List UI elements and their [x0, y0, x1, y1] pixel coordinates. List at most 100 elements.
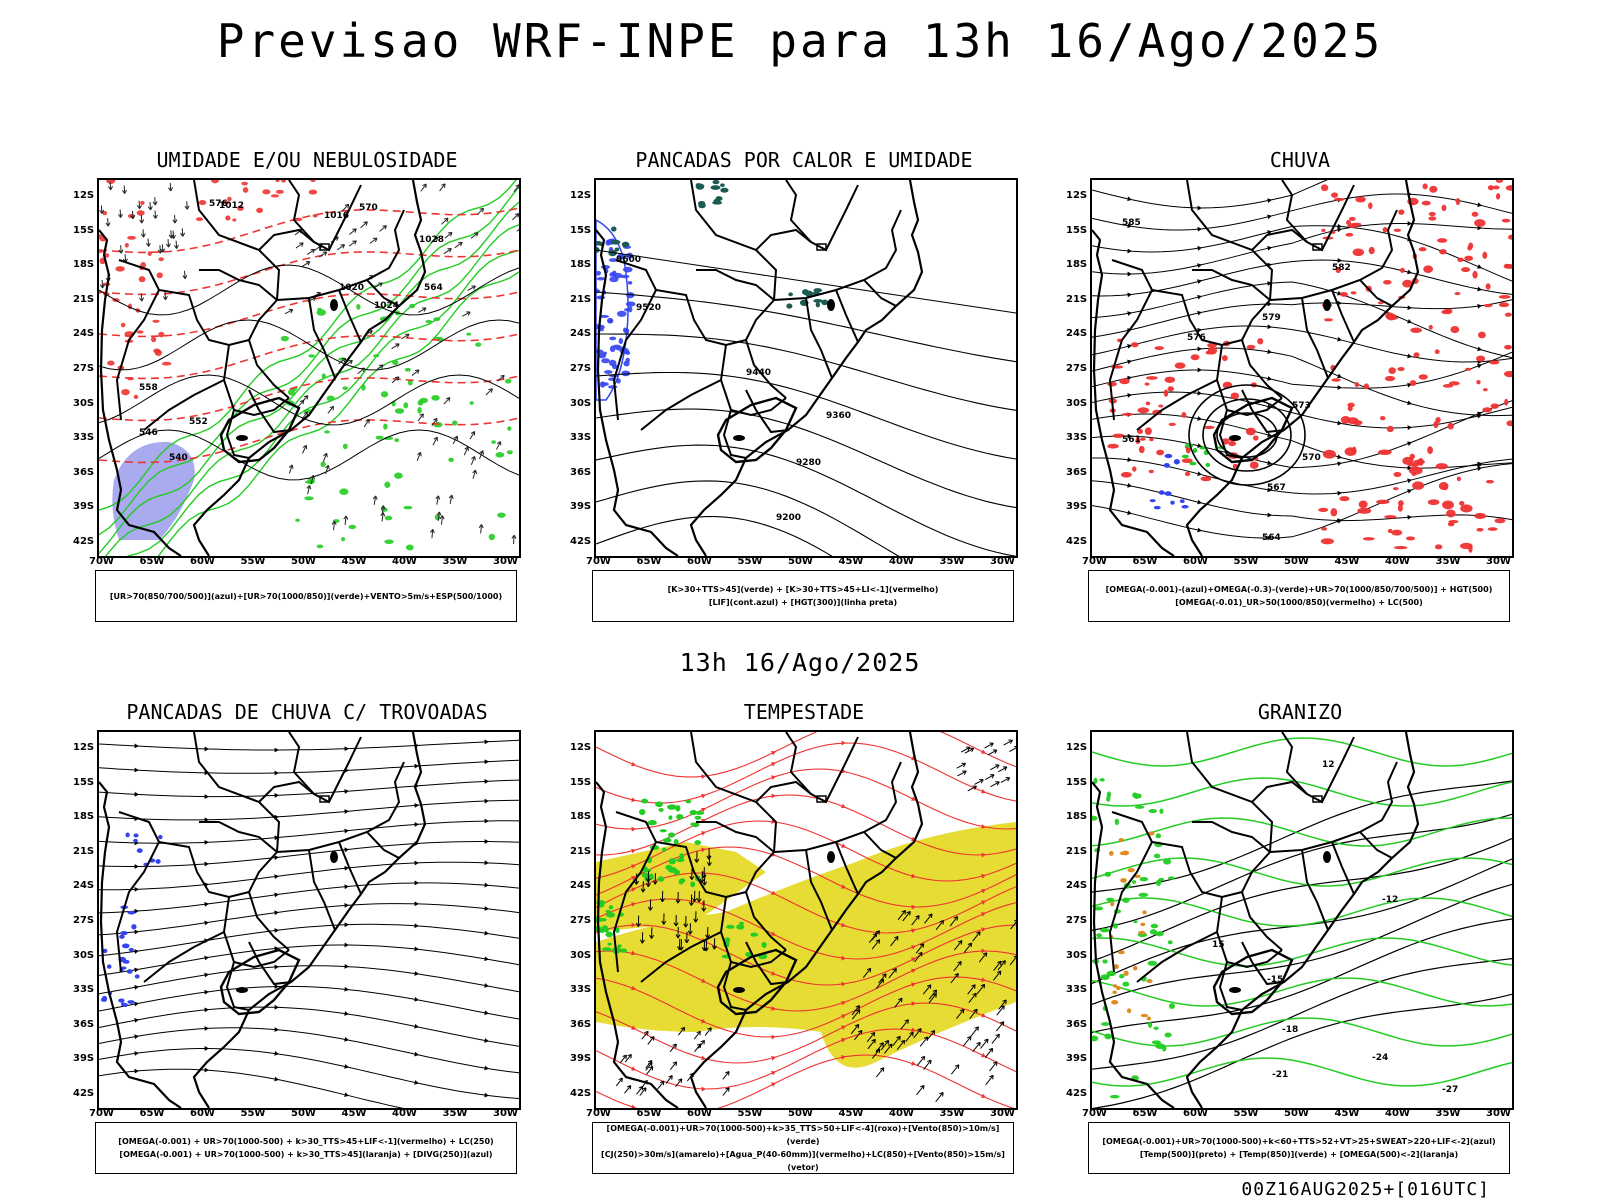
- legend-line: [OMEGA(-0.01)_UR>50(1000/850)(vermelho) …: [1175, 598, 1423, 607]
- contour-label: -12: [1382, 895, 1398, 905]
- latitude-tick-label: 18S: [570, 259, 592, 271]
- contour-label: 1020: [339, 283, 364, 293]
- contour-label: 570: [1302, 453, 1321, 463]
- longitude-tick-label: 40W: [392, 1108, 417, 1119]
- longitude-tick-label: 55W: [737, 1108, 763, 1119]
- longitude-tick-label: 40W: [1385, 556, 1410, 567]
- latitude-tick-label: 18S: [1066, 259, 1088, 271]
- longitude-tick-label: 55W: [1233, 556, 1259, 567]
- longitude-tick-label: 35W: [442, 556, 468, 567]
- latitude-tick-label: 27S: [570, 915, 592, 926]
- latitude-tick-label: 12S: [570, 742, 592, 753]
- longitude-tick-label: 60W: [190, 1108, 215, 1119]
- valid-time-label: 13h 16/Ago/2025: [679, 648, 921, 677]
- latitude-tick-label: 39S: [1066, 501, 1088, 513]
- map-frame: 1012 1016 1020 1024 1028 576 570 564 558 552 546 54…: [97, 178, 521, 558]
- longitude-tick-label: 35W: [442, 1108, 468, 1119]
- contour-label: 582: [1332, 263, 1351, 273]
- map-frame: [97, 730, 521, 1110]
- longitude-tick-label: 30W: [493, 1108, 518, 1119]
- latitude-tick-label: 33S: [1066, 984, 1088, 996]
- contour-label: 1016: [324, 211, 349, 221]
- latitude-tick-label: 21S: [1066, 293, 1088, 305]
- legend-line: [CJ(250)>30m/s](amarelo)+[Agua_P(40-60mm…: [601, 1150, 1005, 1172]
- contour-label: 573: [1292, 401, 1311, 411]
- latitude-tick-label: 33S: [73, 984, 95, 996]
- contour-label: 576: [209, 199, 228, 209]
- longitude-tick-label: 60W: [687, 556, 712, 567]
- latitude-tick-label: 39S: [73, 501, 95, 513]
- contour-label: 540: [169, 453, 188, 463]
- latitude-tick-label: 24S: [1066, 328, 1088, 340]
- longitude-tick-label: 65W: [139, 556, 165, 567]
- longitude-tick-label: 60W: [687, 1108, 712, 1119]
- latitude-tick-label: 18S: [1066, 811, 1088, 823]
- latitude-tick-label: 36S: [570, 1018, 592, 1030]
- legend-line: [LIF](cont.azul) + [HGT(300)](linha pret…: [708, 598, 898, 607]
- longitude-tick-label: 45W: [1334, 556, 1360, 567]
- longitude-tick-label: 65W: [1132, 1108, 1158, 1119]
- latitude-tick-label: 27S: [1066, 915, 1088, 926]
- contour-label: 9520: [636, 303, 661, 313]
- longitude-tick-label: 60W: [190, 556, 215, 567]
- latitude-tick-label: 27S: [570, 363, 592, 374]
- legend-line: [OMEGA(-0.001)+UR>70(1000-500)+k>35_TTS>…: [606, 1124, 1000, 1146]
- legend-line: [OMEGA(-0.001) + UR>70(1000-500) + k>30_…: [119, 1150, 493, 1159]
- panel-legend: [OMEGA(-0.001)+UR>70(1000-500)+k>35_TTS>…: [592, 1122, 1014, 1174]
- contour-label: -24: [1372, 1053, 1388, 1063]
- contour-label: 576: [1187, 333, 1206, 343]
- longitude-tick-label: 30W: [1486, 1108, 1511, 1119]
- contour-label: 546: [139, 428, 158, 438]
- latitude-tick-label: 36S: [1066, 466, 1088, 478]
- panel-legend: [UR>70(850/700/500)](azul)+[UR>70(1000/8…: [95, 570, 517, 622]
- latitude-tick-label: 15S: [1066, 224, 1088, 236]
- longitude-tick-label: 45W: [341, 1108, 367, 1119]
- latitude-tick-label: 12S: [1066, 742, 1088, 753]
- contour-label: 12: [1322, 760, 1335, 770]
- page-title: Previsao WRF-INPE para 13h 16/Ago/2025: [216, 14, 1384, 68]
- latitude-tick-label: 36S: [73, 1018, 95, 1030]
- run-timestamp: 00Z16AUG2025+[016UTC]: [1241, 1179, 1490, 1200]
- latitude-tick-label: 24S: [73, 880, 95, 892]
- contour-label: 564: [424, 283, 443, 293]
- longitude-tick-label: 35W: [939, 1108, 965, 1119]
- latitude-tick-label: 42S: [570, 1088, 592, 1099]
- latitude-tick-label: 18S: [570, 811, 592, 823]
- longitude-tick-label: 55W: [240, 1108, 266, 1119]
- longitude-tick-label: 50W: [788, 556, 813, 567]
- longitude-tick-label: 70W: [1082, 1108, 1107, 1119]
- longitude-tick-label: 55W: [1233, 1108, 1259, 1119]
- longitude-tick-label: 70W: [1082, 556, 1107, 567]
- panel-title: CHUVA: [1269, 148, 1331, 172]
- longitude-tick-label: 45W: [1334, 1108, 1360, 1119]
- latitude-tick-label: 30S: [570, 397, 592, 409]
- longitude-tick-label: 55W: [737, 556, 763, 567]
- panel-title: TEMPESTADE: [743, 700, 865, 724]
- latitude-tick-label: 21S: [1066, 845, 1088, 857]
- longitude-tick-label: 50W: [1284, 1108, 1309, 1119]
- latitude-tick-label: 24S: [1066, 880, 1088, 892]
- longitude-tick-label: 50W: [788, 1108, 813, 1119]
- contour-label: 9360: [826, 411, 851, 421]
- latitude-tick-label: 42S: [1066, 1088, 1088, 1099]
- longitude-tick-label: 50W: [1284, 556, 1309, 567]
- longitude-tick-label: 45W: [341, 556, 367, 567]
- latitude-tick-label: 36S: [1066, 1018, 1088, 1030]
- latitude-tick-label: 27S: [73, 363, 95, 374]
- panel-legend: [OMEGA(-0.001)-(azul)+OMEGA(-0.3)-(verde…: [1088, 570, 1510, 622]
- map-frame: 585 582 579 576 573 570 567 564 561: [1090, 178, 1514, 558]
- contour-label: 1012: [219, 201, 244, 211]
- contour-label: -21: [1272, 1070, 1288, 1080]
- legend-line: [OMEGA(-0.001) + UR>70(1000-500) + k>30_…: [118, 1137, 494, 1146]
- longitude-tick-label: 30W: [990, 556, 1015, 567]
- weather-map: -12 -15 -18 -21 -24 -27 12 15: [1092, 732, 1512, 1108]
- longitude-tick-label: 40W: [1385, 1108, 1410, 1119]
- contour-label: 564: [1262, 533, 1281, 543]
- longitude-tick-label: 65W: [636, 556, 662, 567]
- latitude-tick-label: 42S: [73, 536, 95, 547]
- panel-legend: [K>30+TTS>45](verde) + [K>30+TTS>45+LI<-…: [592, 570, 1014, 622]
- latitude-tick-label: 30S: [73, 949, 95, 961]
- latitude-tick-label: 33S: [73, 432, 95, 444]
- panel-title: GRANIZO: [1257, 700, 1343, 724]
- latitude-tick-label: 15S: [570, 776, 592, 788]
